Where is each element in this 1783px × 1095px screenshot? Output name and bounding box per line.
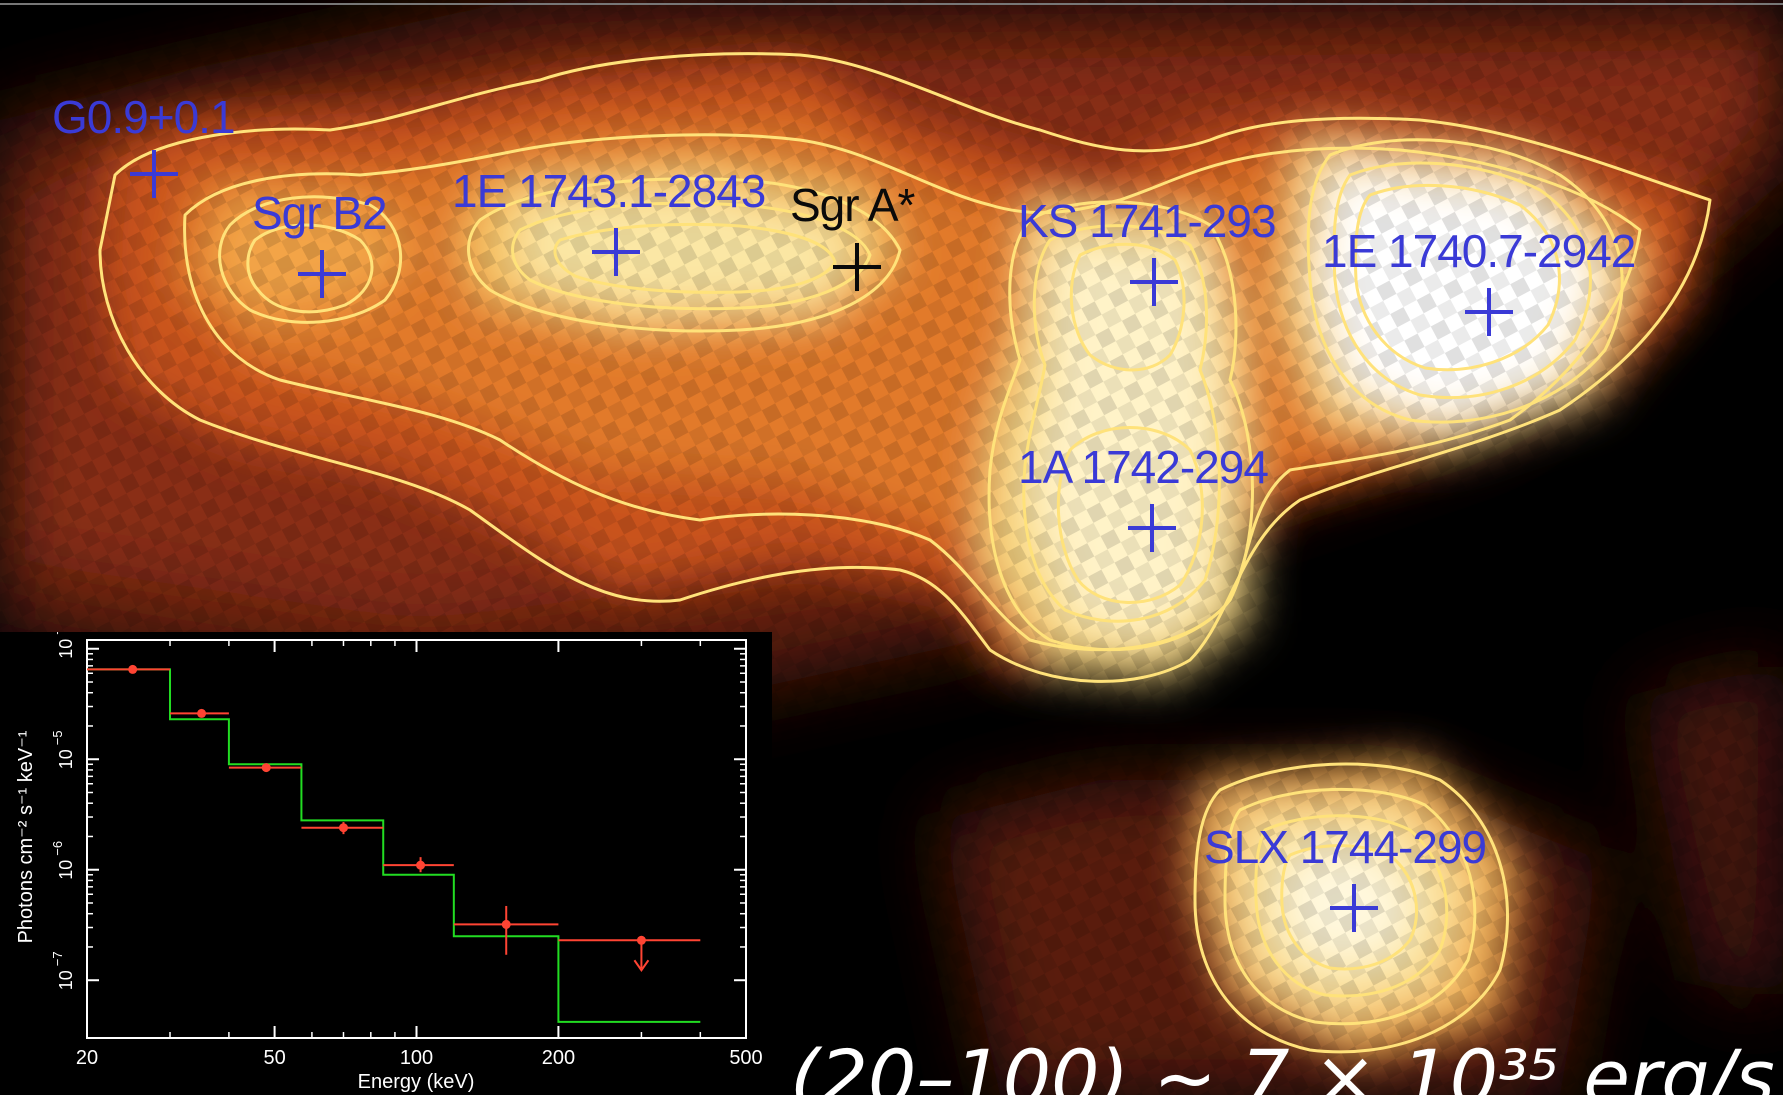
x-tick-label: 100 xyxy=(400,1047,433,1069)
source-marker-1a-1742 xyxy=(1128,504,1176,552)
y-axis-label: Photons cm⁻² s⁻¹ keV⁻¹ xyxy=(15,730,37,943)
y-tick-exp: −5 xyxy=(50,730,65,745)
x-tick-label: 200 xyxy=(542,1047,575,1069)
x-tick-label: 20 xyxy=(76,1047,98,1069)
data-upper-limit-head xyxy=(633,959,650,973)
y-tick-label: 10−7 xyxy=(50,951,76,990)
source-label-sgr-b2: Sgr B2 xyxy=(252,187,388,239)
source-label-1a-1742: 1A 1742-294 xyxy=(1018,441,1269,493)
y-tick-label: 10−5 xyxy=(50,730,76,769)
data-point xyxy=(501,919,511,929)
source-marker-g0-9 xyxy=(130,150,178,198)
y-tick-exp: −4 xyxy=(50,632,65,635)
x-tick-label: 50 xyxy=(263,1047,285,1069)
data-point xyxy=(416,860,426,870)
y-tick-exp: −6 xyxy=(50,841,65,856)
source-label-1e-1740: 1E 1740.7-2942 xyxy=(1322,225,1636,277)
source-marker-1e-1740 xyxy=(1465,288,1513,336)
x-axis-label: Energy (keV) xyxy=(358,1071,475,1093)
data-point xyxy=(261,763,271,773)
source-label-slx-1744: SLX 1744-299 xyxy=(1204,821,1487,873)
luminosity-caption: (20–100) ~ 7 × 10³⁵ erg/s xyxy=(790,1033,1775,1095)
y-tick-label: 10−6 xyxy=(50,841,76,880)
y-tick-base: 10 xyxy=(56,749,76,769)
source-marker-slx-1744 xyxy=(1330,884,1378,932)
source-label-g0-9: G0.9+0.1 xyxy=(52,91,236,143)
source-label-1e-1743: 1E 1743.1-2843 xyxy=(452,165,766,217)
source-marker-sgr-b2 xyxy=(298,250,346,298)
source-marker-1e-1743 xyxy=(592,228,640,276)
y-tick-base: 10 xyxy=(56,860,76,880)
source-label-sgr-a-star: Sgr A* xyxy=(790,179,915,231)
y-tick-base: 10 xyxy=(56,639,76,659)
plot-frame xyxy=(86,639,747,1039)
source-marker-sgr-a-star xyxy=(833,243,881,291)
x-tick-label: 500 xyxy=(729,1047,762,1069)
data-point xyxy=(636,935,646,945)
source-marker-ks-1741 xyxy=(1130,258,1178,306)
y-tick-base: 10 xyxy=(56,970,76,990)
intensity-contours xyxy=(98,52,1712,1054)
model-step-line xyxy=(87,668,701,1023)
data-point xyxy=(338,823,348,833)
data-point xyxy=(128,664,138,674)
data-point xyxy=(197,708,207,718)
y-tick-label: 10 −4 xyxy=(50,632,76,659)
y-tick-exp: −7 xyxy=(50,951,65,966)
source-label-ks-1741: KS 1741-293 xyxy=(1018,195,1277,247)
